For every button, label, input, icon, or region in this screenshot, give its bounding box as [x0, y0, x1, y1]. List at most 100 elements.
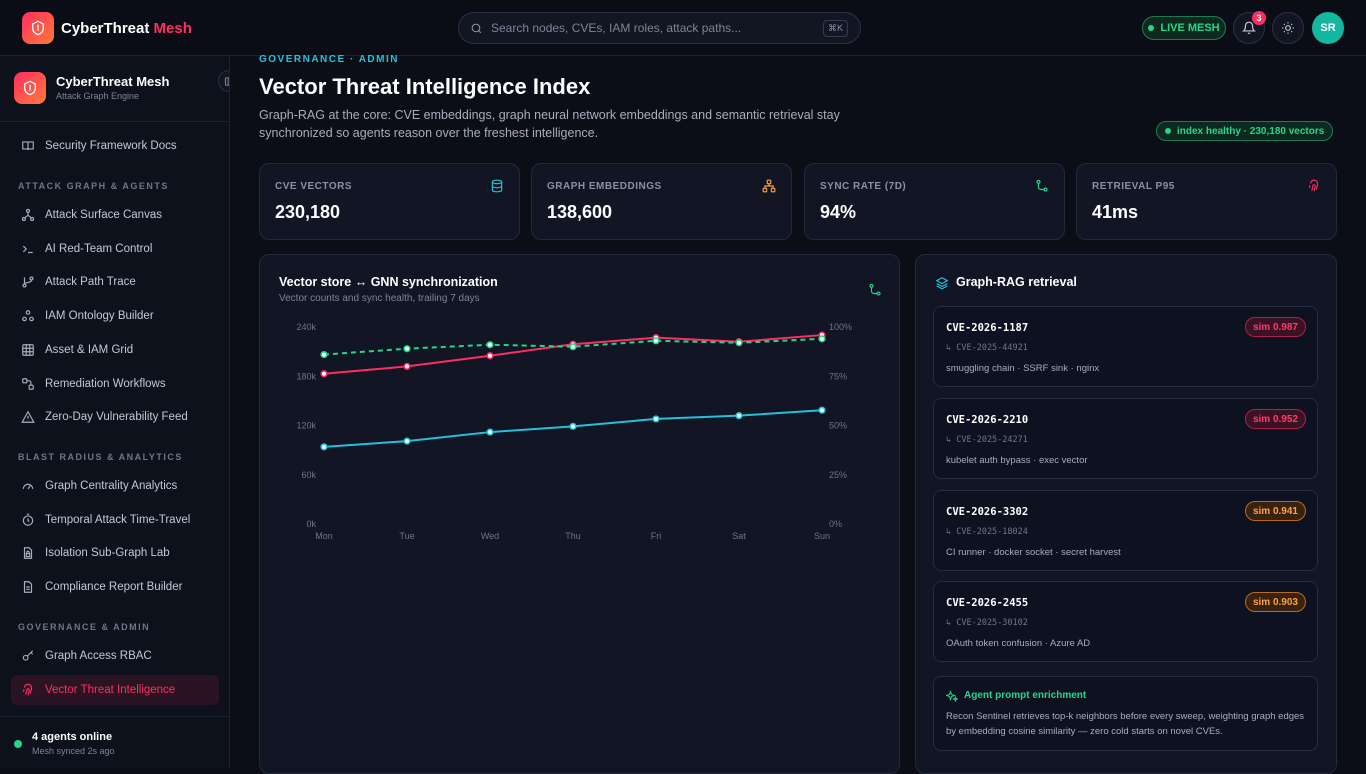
data-point: [569, 343, 577, 351]
kpi-value: 138,600: [547, 202, 613, 222]
cve-alias: ↳ CVE-2025-30102: [946, 618, 1028, 628]
user-avatar[interactable]: SR: [1312, 12, 1344, 44]
data-point: [735, 412, 743, 420]
rag-result-card[interactable]: CVE-2026-3302 ↳ CVE-2025-18024 CI runner…: [933, 490, 1318, 571]
section-attack-graph: ATTACK GRAPH & AGENTS: [18, 181, 169, 191]
search-shortcut: ⌘K: [822, 20, 848, 37]
file-lock-icon: [23, 547, 33, 559]
cve-id: CVE-2026-1187: [946, 322, 1029, 334]
index-health-badge: index healthy · 230,180 vectors: [1156, 121, 1334, 141]
shield-icon: [24, 80, 36, 96]
data-point: [403, 437, 411, 445]
graph-rag-panel: Graph-RAG retrieval CVE-2026-1187 ↳ CVE-…: [915, 254, 1337, 774]
similarity-badge: sim 0.941: [1244, 501, 1306, 521]
data-point: [320, 350, 328, 359]
y-right-tick-label: 75%: [829, 371, 847, 381]
sparkles-icon: [946, 690, 958, 702]
sidebar-item-security-docs[interactable]: Security Framework Docs: [11, 131, 219, 161]
agents-online-status: 4 agents online: [32, 731, 113, 743]
sidebar-item-compliance-report[interactable]: Compliance Report Builder: [11, 572, 219, 602]
enrichment-body: Recon Sentinel retrieves top-k neighbors…: [946, 711, 1305, 737]
theme-toggle-button[interactable]: [1272, 12, 1304, 44]
global-search: ⌘K: [458, 12, 861, 44]
rag-result-card[interactable]: CVE-2026-1187 ↳ CVE-2025-44921 smuggling…: [933, 306, 1318, 387]
x-tick-label: Wed: [481, 531, 499, 541]
chart-title: Vector store ↔ GNN synchronization: [279, 275, 498, 289]
search-input[interactable]: [491, 13, 821, 43]
sidebar-item-attack-surface-canvas[interactable]: Attack Surface Canvas: [11, 200, 219, 230]
cve-alias: ↳ CVE-2025-44921: [946, 343, 1028, 353]
online-status-dot: [14, 740, 22, 748]
kpi-label: SYNC RATE (7D): [820, 181, 907, 192]
gauge-icon: [22, 483, 34, 490]
rag-result-card[interactable]: CVE-2026-2210 ↳ CVE-2025-24271 kubelet a…: [933, 398, 1318, 479]
data-point: [652, 337, 660, 345]
data-point: [569, 422, 577, 430]
similarity-badge: sim 0.952: [1244, 409, 1306, 429]
y-right-tick-label: 100%: [829, 322, 852, 332]
cve-id: CVE-2026-2210: [946, 414, 1029, 426]
data-point: [818, 406, 826, 414]
live-mesh-indicator[interactable]: LIVE MESH: [1142, 16, 1226, 40]
y-left-tick-label: 240k: [296, 322, 316, 332]
sidebar-item-attack-path-trace[interactable]: Attack Path Trace: [11, 267, 219, 297]
git-branch-icon: [22, 276, 34, 288]
sidebar-item-asset-iam-grid[interactable]: Asset & IAM Grid: [11, 335, 219, 365]
cve-tags: kubelet auth bypass · exec vector: [946, 455, 1088, 466]
similarity-badge: sim 0.903: [1244, 592, 1306, 612]
shield-icon: [32, 20, 44, 36]
notifications-button[interactable]: 3: [1233, 11, 1266, 44]
sidebar-item-graph-centrality[interactable]: Graph Centrality Analytics: [11, 471, 219, 501]
mesh-sync-status: Mesh synced 2s ago: [32, 746, 115, 756]
key-icon: [22, 650, 34, 661]
x-tick-label: Sat: [732, 531, 746, 541]
brand-logo[interactable]: [22, 12, 54, 44]
x-tick-label: Sun: [814, 531, 830, 541]
sync-line-chart: 0k 60k 120k 180k 240k 0% 25% 50% 75% 100% Mon Tue We…: [296, 322, 852, 541]
x-tick-label: Thu: [565, 531, 581, 541]
sidebar-item-ai-red-team[interactable]: AI Red-Team Control: [11, 234, 219, 264]
chart-subtitle: Vector counts and sync health, trailing …: [279, 293, 480, 304]
sidebar-header: CyberThreat Mesh Attack Graph Engine: [0, 56, 229, 122]
sidebar-title: CyberThreat Mesh: [56, 74, 170, 89]
kpi-value: 41ms: [1092, 202, 1139, 222]
kpi-label: GRAPH EMBEDDINGS: [547, 181, 662, 192]
brand-name: CyberThreat Mesh: [61, 20, 192, 37]
sidebar-item-vector-threat-intel[interactable]: Vector Threat Intelligence: [11, 675, 219, 705]
x-tick-label: Fri: [651, 531, 662, 541]
top-bar: CyberThreat Mesh ⌘K LIVE MESH 3 SR: [0, 0, 1366, 56]
data-point: [486, 341, 494, 349]
kpi-card-retrieval-p95: RETRIEVAL P95 41ms: [1076, 163, 1337, 240]
rag-result-card[interactable]: CVE-2026-2455 ↳ CVE-2025-30102 OAuth tok…: [933, 581, 1318, 662]
network-icon: [21, 208, 35, 222]
kpi-label: CVE VECTORS: [275, 181, 352, 192]
sidebar-item-iam-ontology[interactable]: IAM Ontology Builder: [11, 301, 219, 331]
data-point: [818, 335, 826, 343]
agent-prompt-enrichment: Agent prompt enrichment Recon Sentinel r…: [933, 676, 1318, 751]
data-point: [486, 428, 494, 436]
notification-badge: 3: [1252, 11, 1266, 25]
y-left-tick-label: 0k: [306, 519, 316, 529]
sidebar-item-zero-day-feed[interactable]: Zero-Day Vulnerability Feed: [11, 402, 219, 432]
page-title: Vector Threat Intelligence Index: [259, 74, 591, 99]
y-left-tick-label: 60k: [301, 470, 316, 480]
data-point: [735, 339, 743, 347]
sidebar-item-temporal-time-travel[interactable]: Temporal Attack Time-Travel: [11, 505, 219, 535]
terminal-icon: [22, 245, 33, 254]
section-blast-radius: BLAST RADIUS & ANALYTICS: [18, 452, 183, 462]
workflow-icon: [22, 378, 34, 390]
cve-tags: CI runner · docker socket · secret harve…: [946, 547, 1121, 558]
sidebar-item-isolation-subgraph[interactable]: Isolation Sub-Graph Lab: [11, 538, 219, 568]
layers-icon: [935, 277, 949, 290]
kpi-card-sync-rate: SYNC RATE (7D) 94%: [804, 163, 1065, 240]
sidebar-item-graph-access-rbac[interactable]: Graph Access RBAC: [11, 641, 219, 671]
bell-icon: [1242, 21, 1256, 34]
x-tick-label: Mon: [315, 531, 333, 541]
data-point: [403, 362, 411, 370]
cve-id: CVE-2026-3302: [946, 506, 1029, 518]
y-right-tick-label: 25%: [829, 470, 847, 480]
health-dot: [1165, 128, 1171, 134]
sidebar-item-remediation-workflows[interactable]: Remediation Workflows: [11, 369, 219, 399]
rag-panel-title: Graph-RAG retrieval: [956, 275, 1077, 289]
sidebar-logo: [14, 72, 46, 104]
